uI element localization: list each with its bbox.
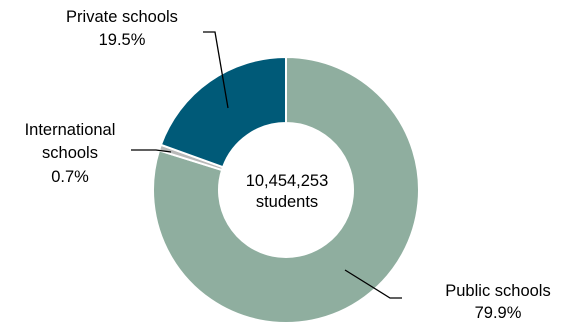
label-private-schools: Private schools 19.5% <box>66 8 178 49</box>
center-label-total: 10,454,253 <box>246 172 329 190</box>
center-label-unit: students <box>256 193 318 211</box>
leader-line-private-schools <box>203 31 229 109</box>
label-public-schools-value: 79.9% <box>475 304 522 322</box>
center-label: 10,454,253 students <box>246 172 329 211</box>
slice-private-schools <box>159 55 287 169</box>
label-public-schools: Public schools 79.9% <box>445 282 550 322</box>
leader-line-public-schools <box>344 269 402 299</box>
slice-public-schools <box>152 55 420 324</box>
label-international-schools-line1: International <box>25 121 116 139</box>
label-international-schools-line2: schools <box>42 144 98 162</box>
leader-line-international-schools <box>131 149 172 153</box>
label-private-schools-name: Private schools <box>66 8 178 26</box>
label-public-schools-name: Public schools <box>445 282 550 300</box>
label-international-schools: International schools 0.7% <box>25 121 116 186</box>
label-international-schools-value: 0.7% <box>51 168 89 186</box>
label-private-schools-value: 19.5% <box>99 31 146 49</box>
donut-slices <box>152 55 420 324</box>
